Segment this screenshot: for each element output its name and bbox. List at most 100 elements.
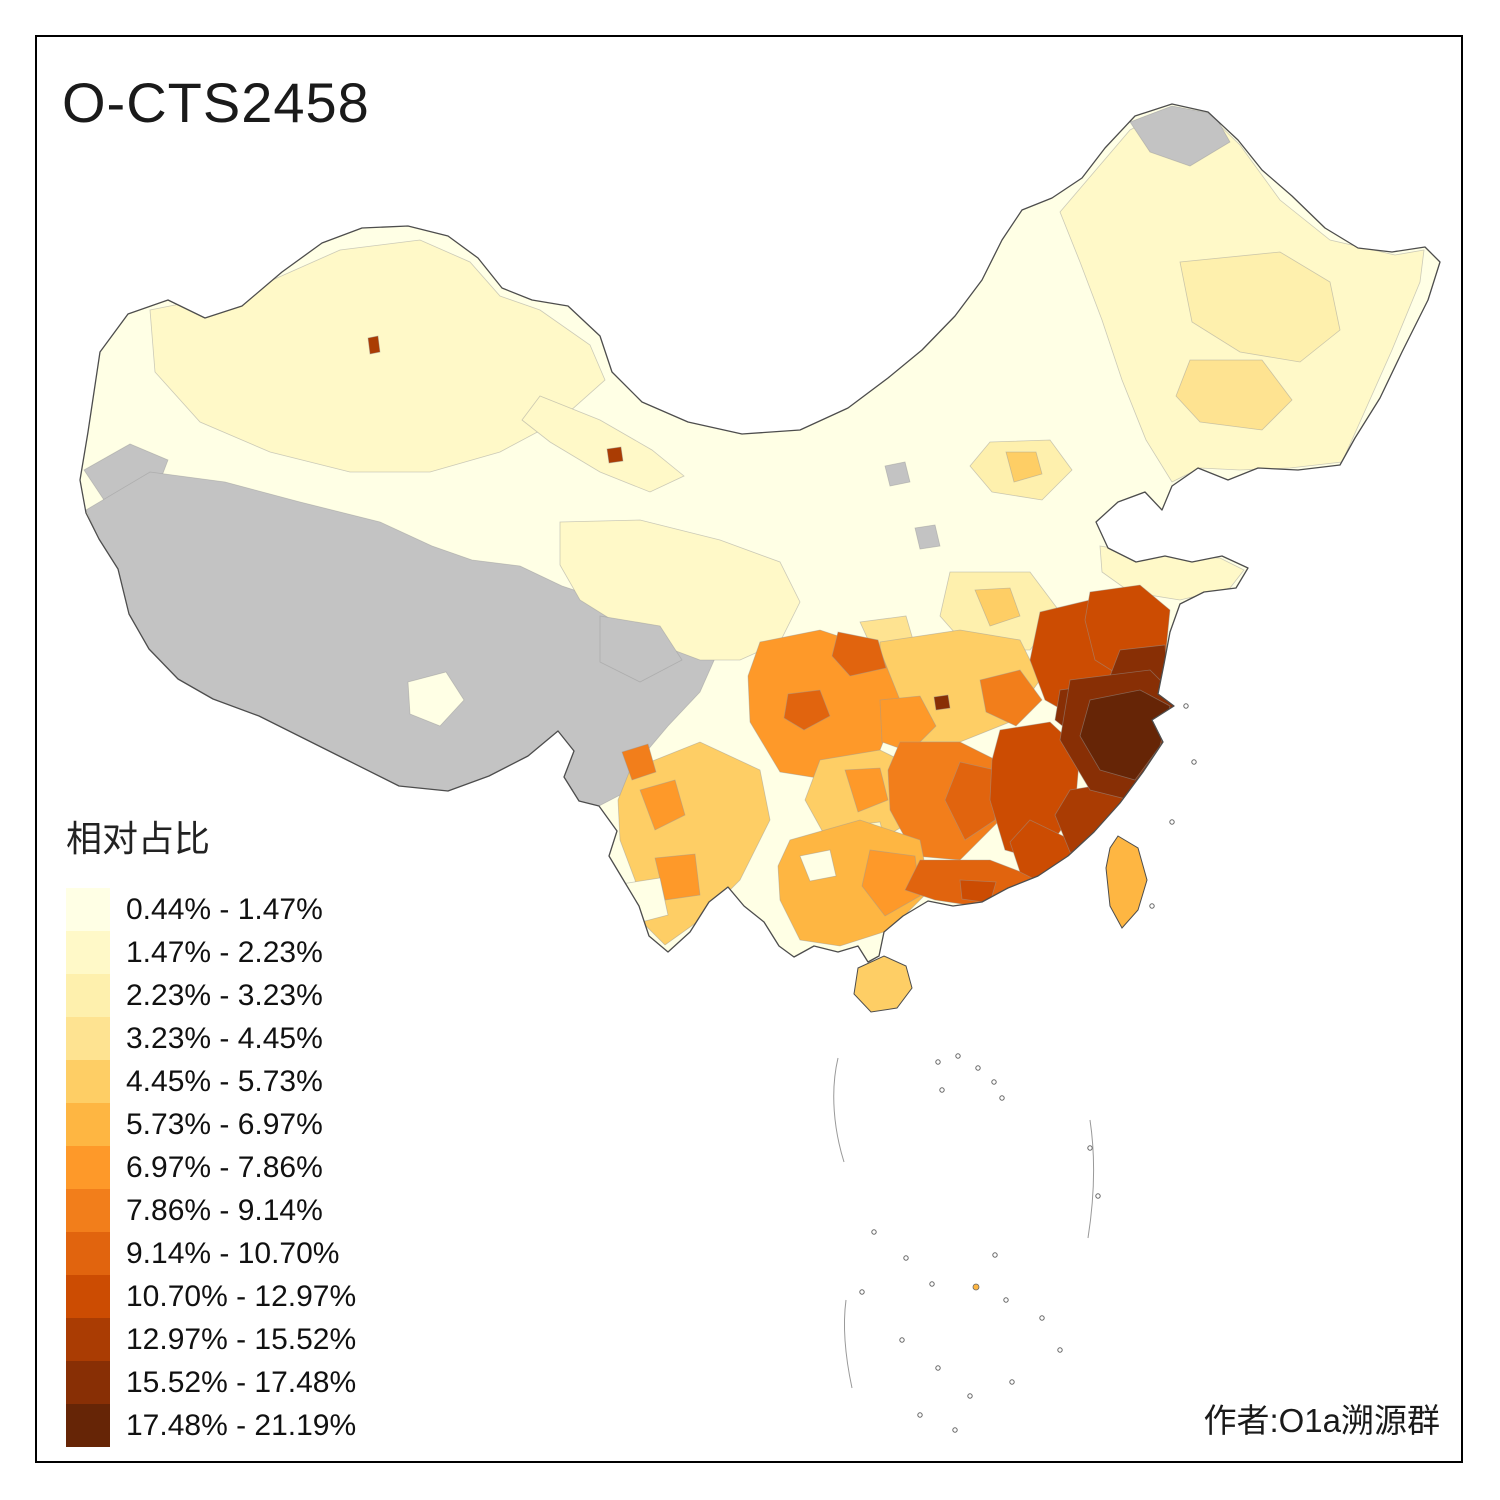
map-region-beijing-orange	[1005, 451, 1043, 483]
legend-row: 17.48% - 21.19%	[66, 1404, 356, 1447]
map-region-chengdu-dark	[783, 689, 831, 731]
legend-row: 2.23% - 3.23%	[66, 974, 356, 1017]
sea-island-dot	[952, 1427, 958, 1433]
map-region-gansu-red-dot	[606, 446, 624, 464]
legend-swatch	[66, 888, 110, 931]
map-region-qinghai-gray-south	[599, 615, 683, 683]
legend-swatch	[66, 1103, 110, 1146]
map-region-gray-dot-shaanxi	[884, 461, 911, 487]
map-region-pearl-delta	[959, 879, 997, 904]
legend-row: 10.70% - 12.97%	[66, 1275, 356, 1318]
sea-island-dot	[935, 1365, 941, 1371]
legend-row: 12.97% - 15.52%	[66, 1318, 356, 1361]
map-region-hainan	[853, 955, 913, 1013]
map-region-gansu-corridor	[521, 395, 685, 493]
legend-row: 15.52% - 17.48%	[66, 1361, 356, 1404]
legend-label: 9.14% - 10.70%	[126, 1236, 340, 1270]
map-region-tibet-white-patch	[407, 671, 465, 727]
legend-label: 3.23% - 4.45%	[126, 1021, 323, 1055]
sea-island-dot	[939, 1087, 945, 1093]
map-region-gray-dot-shanxi	[914, 524, 941, 550]
map-region-gray-top-northeast	[1129, 105, 1231, 167]
map-region-xinjiang-north	[149, 239, 606, 473]
sea-island-dot	[871, 1229, 877, 1235]
map-region-hubei-red-dot	[933, 694, 951, 711]
legend-label: 1.47% - 2.23%	[126, 935, 323, 969]
sea-island-dot	[935, 1059, 941, 1065]
legend-swatch	[66, 1189, 110, 1232]
legend-label: 6.97% - 7.86%	[126, 1150, 323, 1184]
legend-label: 0.44% - 1.47%	[126, 892, 323, 926]
sea-island-dot	[1095, 1193, 1101, 1199]
sea-island-dot	[1087, 1145, 1093, 1151]
legend-label: 10.70% - 12.97%	[126, 1279, 357, 1313]
sea-island-dot	[929, 1281, 935, 1287]
sea-island-chain	[833, 1057, 845, 1163]
sea-island-dot	[1191, 759, 1197, 765]
legend-row: 3.23% - 4.45%	[66, 1017, 356, 1060]
legend-swatch	[66, 1361, 110, 1404]
legend-label: 17.48% - 21.19%	[126, 1408, 357, 1442]
legend-rows: 0.44% - 1.47% 1.47% - 2.23% 2.23% - 3.23% 3…	[66, 888, 356, 1447]
legend-label: 4.45% - 5.73%	[126, 1064, 323, 1098]
legend-swatch	[66, 931, 110, 974]
sea-island-dot	[992, 1252, 998, 1258]
legend-swatch	[66, 1404, 110, 1447]
legend-row: 9.14% - 10.70%	[66, 1232, 356, 1275]
sea-island-dot	[1169, 819, 1175, 825]
sea-island-dot	[859, 1289, 865, 1295]
sea-island-dot	[1003, 1297, 1009, 1303]
legend-swatch	[66, 1275, 110, 1318]
sea-island-dot	[1149, 903, 1155, 909]
legend-swatch	[66, 974, 110, 1017]
legend-swatch	[66, 1146, 110, 1189]
sea-island-colored-dot	[972, 1283, 980, 1291]
legend-row: 0.44% - 1.47%	[66, 888, 356, 931]
map-region-yunnan-nw-dark	[621, 743, 657, 781]
sea-island-dot	[967, 1393, 973, 1399]
map-region-guizhou-orange	[844, 767, 889, 813]
map-region-sichuan-north-dark	[831, 631, 887, 677]
legend-row: 1.47% - 2.23%	[66, 931, 356, 974]
legend-row: 4.45% - 5.73%	[66, 1060, 356, 1103]
legend-label: 2.23% - 3.23%	[126, 978, 323, 1012]
map-region-yunnan-orange-1	[639, 779, 686, 831]
sea-island-dot	[1039, 1315, 1045, 1321]
legend-swatch	[66, 1017, 110, 1060]
sea-island-dot	[1183, 703, 1189, 709]
figure-title: O-CTS2458	[62, 71, 370, 134]
legend-label: 15.52% - 17.48%	[126, 1365, 357, 1399]
sea-island-dot	[1009, 1379, 1015, 1385]
legend-swatch	[66, 1232, 110, 1275]
legend-swatch	[66, 1060, 110, 1103]
map-region-guangxi	[777, 819, 931, 947]
sea-island-dot	[999, 1095, 1005, 1101]
sea-island-dot	[917, 1412, 923, 1418]
legend-label: 5.73% - 6.97%	[126, 1107, 323, 1141]
map-region-guangxi-pale	[799, 849, 837, 882]
legend: 相对占比 0.44% - 1.47% 1.47% - 2.23% 2.23% - 3…	[66, 810, 356, 1447]
legend-label: 7.86% - 9.14%	[126, 1193, 323, 1227]
legend-row: 5.73% - 6.97%	[66, 1103, 356, 1146]
attribution: 作者:O1a溯源群	[1203, 1402, 1440, 1439]
map-region-taiwan	[1105, 835, 1148, 929]
map-region-hubei-east	[979, 669, 1043, 727]
legend-row: 7.86% - 9.14%	[66, 1189, 356, 1232]
legend-title: 相对占比	[66, 818, 211, 859]
legend-label: 12.97% - 15.52%	[126, 1322, 357, 1356]
legend-row: 6.97% - 7.86%	[66, 1146, 356, 1189]
mainland-outline	[79, 103, 1441, 963]
sea-island-dot	[991, 1079, 997, 1085]
map-region-jilin-patch	[1175, 359, 1293, 431]
legend-swatch	[66, 1318, 110, 1361]
map-region-henan-orange	[974, 587, 1021, 627]
sea-island-dot	[1057, 1347, 1063, 1353]
sea-island-dot	[975, 1065, 981, 1071]
sea-island-dot	[899, 1337, 905, 1343]
map-region-xinjiang-red-dot	[367, 335, 381, 355]
map-region-northeast-east	[1179, 251, 1341, 363]
sea-island-dot	[955, 1053, 961, 1059]
map-region-chongqing	[879, 695, 937, 753]
sea-island-dot	[903, 1255, 909, 1261]
